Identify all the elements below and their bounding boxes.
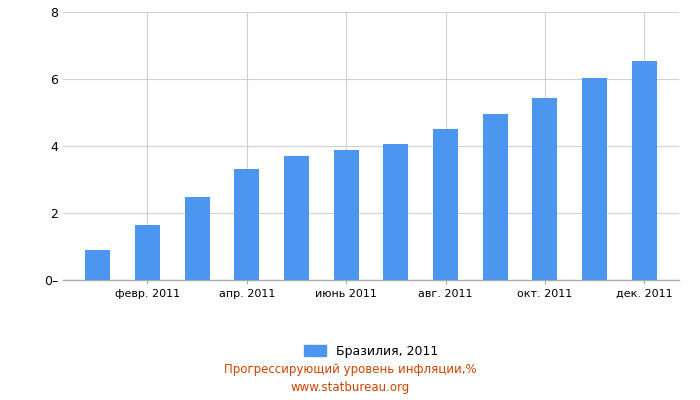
- Bar: [533, 98, 557, 280]
- Bar: [284, 156, 309, 280]
- Bar: [334, 150, 358, 280]
- Text: www.statbureau.org: www.statbureau.org: [290, 381, 410, 394]
- Bar: [135, 225, 160, 280]
- Bar: [433, 129, 458, 280]
- Bar: [483, 114, 507, 280]
- Bar: [85, 250, 110, 280]
- Bar: [384, 144, 408, 280]
- Bar: [185, 196, 209, 280]
- Text: Прогрессирующий уровень инфляции,%: Прогрессирующий уровень инфляции,%: [224, 364, 476, 376]
- Bar: [632, 60, 657, 280]
- Bar: [582, 78, 607, 280]
- Legend: Бразилия, 2011: Бразилия, 2011: [299, 340, 443, 363]
- Bar: [234, 170, 259, 280]
